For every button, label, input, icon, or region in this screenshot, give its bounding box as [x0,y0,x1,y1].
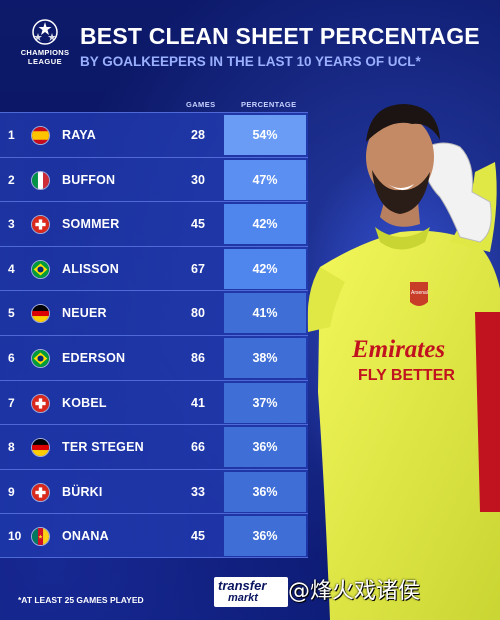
shirt-sponsor-line-2: FLY BETTER [358,367,455,384]
table-row: 2 BUFFON 30 47% [0,156,308,202]
player-name: KOBEL [62,395,107,410]
percentage-value: 36% [224,471,306,512]
shirt-badge-text: Arsenal [411,290,428,296]
games-value: 66 [191,440,205,455]
table-row: 8 TER STEGEN 66 36% [0,424,308,469]
cameroon-flag-icon [31,527,50,547]
games-value: 67 [191,261,205,276]
table-row: 7 KOBEL 41 37% [0,379,308,425]
rank: 2 [8,172,15,187]
percentage-value: 41% [224,293,306,334]
player-name: EDERSON [62,350,126,365]
brand-line-1: transfer [218,578,267,593]
player-name: ALISSON [62,261,119,276]
games-value: 86 [191,350,205,365]
rank: 4 [8,261,15,276]
rank: 7 [8,395,15,410]
percentage-value: 37% [224,382,306,423]
shirt-sponsor-line-1: Emirates [351,336,445,363]
table-row: 1 RAYA 28 54% [0,112,308,157]
rank: 1 [8,128,15,142]
games-value: 45 [191,529,205,544]
switzerland-flag-icon [31,393,50,413]
games-value: 45 [191,217,205,232]
rank: 3 [8,217,15,232]
footnote: *AT LEAST 25 GAMES PLAYED [18,595,144,605]
germany-flag-icon [31,438,50,458]
games-value: 80 [191,306,205,321]
rank: 10 [8,529,22,544]
table-row: 6 EDERSON 86 38% [0,334,308,380]
percentage-value: 38% [224,337,306,378]
player-name: BUFFON [62,172,116,187]
player-name: RAYA [62,128,96,142]
table-row: 9 BÜRKI 33 36% [0,468,308,514]
champions-league-logo: CHAMPIONS LEAGUE [14,18,76,66]
column-header-games: GAMES [186,100,216,109]
germany-flag-icon [31,304,50,324]
rank: 5 [8,306,15,321]
games-value: 28 [191,128,205,142]
player-name: BÜRKI [62,484,103,499]
rank: 8 [8,440,15,455]
player-name: TER STEGEN [62,440,144,455]
player-name: ONANA [62,529,109,544]
percentage-value: 36% [224,516,306,557]
table-row: 10 ONANA 45 36% [0,513,308,558]
table-row: 5 NEUER 80 41% [0,290,308,335]
logo-line-2: LEAGUE [27,57,63,66]
brazil-flag-icon [31,259,50,279]
player-name: NEUER [62,306,107,321]
ranking-table: 1 RAYA 28 54% 2 BUFFON 30 47% 3 SOMMER 4… [0,112,308,558]
switzerland-flag-icon [31,482,50,502]
games-value: 33 [191,484,205,499]
brand-line-2: markt [228,592,258,604]
player-name: SOMMER [62,217,120,232]
watermark: @烽火戏诸侯 [288,579,421,604]
page-title: BEST CLEAN SHEET PERCENTAGE [80,23,480,49]
spain-flag-icon [31,126,50,145]
goalkeeper-photo: Arsenal Emirates FLY BETTER [300,104,500,620]
switzerland-flag-icon [31,215,50,235]
ucl-starball-icon [32,19,58,45]
rank: 9 [8,484,15,499]
table-row: 3 SOMMER 45 42% [0,201,308,246]
percentage-value: 42% [224,204,306,245]
logo-line-1: CHAMPIONS [20,48,70,57]
percentage-value: 42% [224,248,306,289]
italy-flag-icon [31,170,50,190]
table-row: 4 ALISSON 67 42% [0,245,308,291]
brazil-flag-icon [31,348,50,368]
percentage-value: 47% [224,159,306,200]
percentage-value: 54% [224,115,306,155]
transfermarkt-logo: transfer markt [214,577,288,607]
page-subtitle: BY GOALKEEPERS IN THE LAST 10 YEARS OF U… [80,54,421,69]
column-header-percentage: PERCENTAGE [241,100,297,109]
rank: 6 [8,350,15,365]
games-value: 30 [191,172,205,187]
games-value: 41 [191,395,205,410]
percentage-value: 36% [224,427,306,468]
